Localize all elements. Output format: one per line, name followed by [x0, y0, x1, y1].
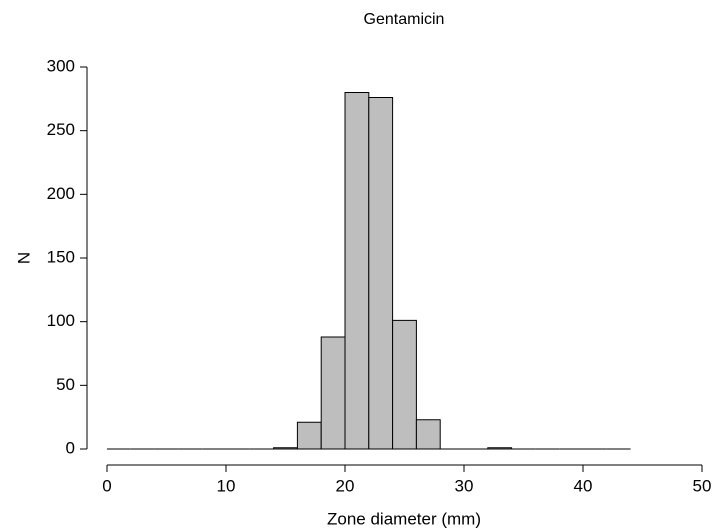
y-tick-label: 200 — [47, 184, 75, 203]
x-tick-label: 10 — [217, 476, 236, 495]
bar — [415, 419, 441, 450]
y-axis-title: N — [14, 252, 33, 264]
x-tick-label: 40 — [574, 476, 593, 495]
bar — [344, 91, 370, 450]
x-axis-title: Zone diameter (mm) — [327, 509, 481, 528]
y-tick-label: 300 — [47, 56, 75, 75]
y-tick-label: 150 — [47, 247, 75, 266]
bar — [368, 97, 394, 450]
bar — [296, 421, 322, 450]
y-tick-label: 100 — [47, 311, 75, 330]
x-tick-label: 0 — [102, 476, 111, 495]
y-tick-label: 0 — [66, 438, 75, 457]
x-tick-label: 20 — [336, 476, 355, 495]
bar — [320, 336, 346, 450]
chart-title: Gentamicin — [364, 11, 445, 28]
bar — [487, 447, 513, 450]
bar — [273, 447, 298, 450]
bar — [392, 319, 417, 450]
x-tick-label: 30 — [455, 476, 474, 495]
y-tick-label: 50 — [56, 375, 75, 394]
x-tick-label: 50 — [693, 476, 712, 495]
y-tick-label: 250 — [47, 120, 75, 139]
